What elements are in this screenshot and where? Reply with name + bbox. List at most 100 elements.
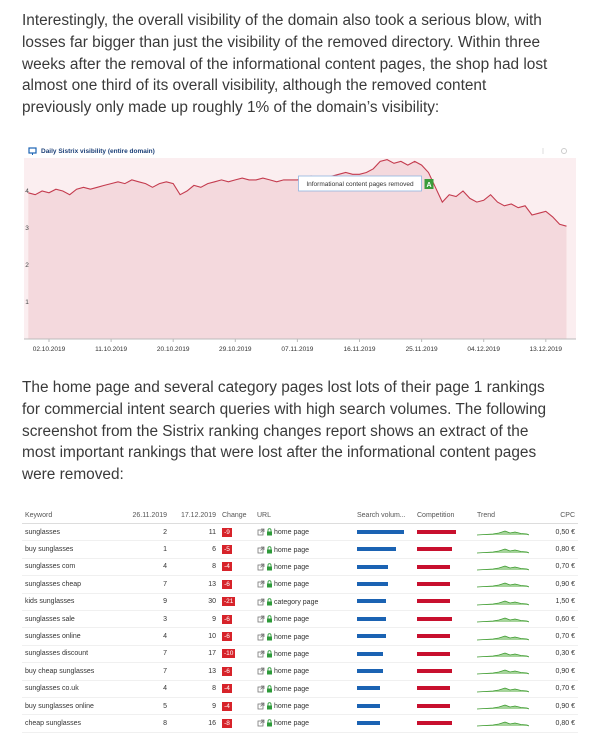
trend-cell [474, 697, 536, 716]
keyword: buy sunglasses [22, 540, 120, 559]
change-cell: -6 [219, 627, 254, 646]
url: category page [274, 598, 319, 606]
competition-bar [417, 651, 450, 656]
competition-cell [414, 593, 474, 611]
change-badge: -10 [222, 649, 236, 659]
icon [267, 598, 272, 606]
rank-before: 3 [120, 610, 170, 629]
url: home page [274, 720, 310, 728]
cpc: 1,50 € [536, 593, 578, 611]
keyword: buy cheap sunglasses [22, 662, 120, 681]
competition-cell [414, 575, 474, 594]
url: home page [274, 702, 310, 710]
keyword: sunglasses [22, 523, 120, 542]
url-cell: home page [254, 627, 354, 646]
search-volume-cell [354, 714, 414, 733]
trend-cell [474, 645, 536, 664]
icon [476, 617, 530, 623]
competition-cell [414, 540, 474, 559]
rank-before: 9 [120, 593, 170, 611]
text-line: The home page and several category pages… [22, 379, 545, 396]
search-volume-cell [354, 575, 414, 594]
change-cell: -4 [219, 697, 254, 716]
search-volume-cell [354, 540, 414, 559]
keyword: sunglasses sale [22, 610, 120, 629]
trend-cell [474, 714, 536, 733]
cpc: 0,70 € [536, 680, 578, 698]
url-cell: home page [254, 523, 354, 542]
icon [476, 722, 530, 727]
url: home page [274, 633, 310, 641]
search-volume-bar [357, 599, 386, 604]
search-volume-cell [354, 610, 414, 629]
table-row: cheap sunglasses 8 16 -8 home page 0,80 € [22, 714, 578, 733]
text-line: weeks after the removal of the informati… [22, 55, 548, 73]
rank-after: 8 [170, 680, 219, 698]
search-volume-cell [354, 680, 414, 698]
competition-bar [417, 599, 450, 604]
search-volume-bar [357, 547, 396, 552]
trend-cell [474, 593, 536, 611]
rank-before: 4 [120, 558, 170, 577]
search-volume-cell [354, 593, 414, 611]
trend-cell [474, 540, 536, 559]
search-volume-cell [354, 645, 414, 664]
chart-title: Daily Sistrix visibility (entire domain) [41, 148, 155, 155]
change-badge: -9 [222, 527, 232, 537]
competition-bar [417, 668, 452, 673]
icon [267, 563, 272, 571]
rank-after: 16 [170, 714, 219, 733]
change-badge: -6 [222, 632, 232, 642]
rank-before: 7 [120, 662, 170, 681]
url: home page [274, 529, 310, 537]
annotation-marker [424, 179, 434, 189]
line [28, 159, 567, 227]
url-cell: home page [254, 610, 354, 629]
icon [257, 702, 265, 710]
rank-before: 1 [120, 540, 170, 559]
icon [267, 580, 272, 588]
rank-after: 17 [170, 645, 219, 664]
competition-bar [417, 703, 450, 708]
competition-bar [417, 582, 450, 587]
url-cell: home page [254, 558, 354, 577]
keyword: buy sunglasses online [22, 697, 120, 716]
rank-after: 6 [170, 540, 219, 559]
url-cell: home page [254, 645, 354, 664]
trend-cell [474, 523, 536, 542]
url-cell: home page [254, 680, 354, 698]
table-row: sunglasses discount 7 17 -10 home page 0,30 € [22, 645, 578, 664]
rank-after: 30 [170, 593, 219, 611]
cpc: 0,90 € [536, 697, 578, 716]
x-tick-label: 07.11.2019 [281, 346, 313, 353]
column-header: Change [219, 507, 254, 524]
url-cell: home page [254, 697, 354, 716]
rank-after: 11 [170, 523, 219, 542]
rank-before: 8 [120, 714, 170, 733]
competition-bar [417, 634, 450, 639]
x-tick-label: 11.10.2019 [95, 346, 127, 353]
text-line: for commercial intent search queries wit… [22, 400, 547, 418]
search-volume-cell [354, 697, 414, 716]
change-badge: -21 [222, 597, 236, 607]
change-badge: -8 [222, 718, 232, 728]
trend-cell [474, 575, 536, 594]
cpc: 0,90 € [536, 662, 578, 681]
search-volume-cell [354, 523, 414, 542]
column-header: Search volum... [354, 507, 414, 524]
keyword: sunglasses online [22, 627, 120, 646]
icon [476, 669, 530, 675]
competition-cell [414, 627, 474, 646]
rank-before: 2 [120, 523, 170, 542]
icon [476, 600, 530, 606]
trend-cell [474, 558, 536, 577]
table-row: sunglasses online 4 10 -6 home page 0,70 € [22, 627, 578, 646]
change-cell: -6 [219, 575, 254, 594]
table-row: sunglasses cheap 7 13 -6 home page 0,90 € [22, 575, 578, 594]
text-line: were removed: [22, 466, 124, 484]
icon [257, 528, 265, 536]
icon [476, 582, 530, 588]
change-badge: -4 [222, 562, 232, 572]
icon [267, 702, 272, 710]
rank-before: 7 [120, 645, 170, 664]
